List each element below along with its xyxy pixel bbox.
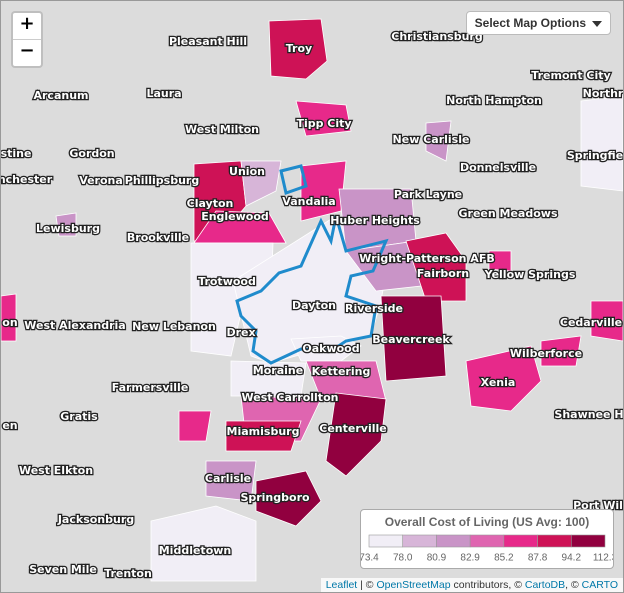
place-label: Farmersville [112,381,189,394]
place-label: Wright-Patterson AFB [359,252,494,265]
place-label: West Carrollton [242,391,339,404]
zoom-in[interactable]: + [19,13,35,34]
place-label: Moraine [253,364,303,377]
legend-break-label: 78.0 [393,553,413,564]
place-label: Jacksonburg [57,513,134,526]
place-label: Laura [146,87,181,100]
place-label: Gratis [60,410,98,423]
place-label: West Milton [185,123,259,136]
dayton-outline [235,164,389,365]
place-label: Trenton [104,567,152,580]
place-label: Middletown [159,544,232,557]
place-label: West Alexandria [24,319,125,332]
place-label: New Lebanon [132,320,216,333]
place-label: Clayton [187,197,234,210]
place-label: en [2,419,17,432]
map-options-button[interactable]: Select Map Options [465,11,611,35]
zoom-out[interactable]: − [13,39,41,66]
place-label: Brookville [127,231,189,244]
place-label: Phillipsburg [125,174,199,187]
legend-title: Overall Cost of Living (US Avg: 100) [384,515,590,529]
place-labels: Pleasant Hill Troy Christiansburg Tremon… [1,29,623,582]
attribution-text: contributors, © [450,579,525,591]
place-label: Arcanum [33,89,88,102]
place-label: Shawnee H [554,408,623,421]
legend-swatch [469,534,505,548]
legend-swatch [537,534,572,548]
legend-break-label: 82.9 [460,553,480,564]
place-label: Tremont City [531,69,610,82]
place-label: Dayton [292,299,336,312]
attribution-text: , © [565,579,582,591]
place-label: Springboro [240,491,310,504]
place-label: Riverside [345,302,403,315]
legend-break-label: 87.8 [528,553,548,564]
legend-swatch [436,534,471,548]
regions [1,18,623,582]
legend-swatch [570,534,606,548]
place-label: Seven Mile [29,563,97,576]
zoom-control: + − [11,11,43,68]
place-label: Northr [583,87,623,100]
place-label: Xenia [481,376,516,389]
place-label: Englewood [201,210,269,223]
place-label: West Elkton [19,464,93,477]
place-label: Yellow Springs [484,268,576,281]
place-label: Drex [226,326,255,339]
place-label: Pleasant Hill [169,35,247,48]
osm-link[interactable]: OpenStreetMap [376,579,451,591]
legend-break-label: 80.9 [427,553,447,564]
legend-break-label: 85.2 [494,553,514,564]
place-label: Carlisle [205,472,251,485]
place-label: Wilberforce [510,347,582,360]
legend-swatch [402,534,437,548]
place-label: Verona [79,174,123,187]
place-label: Union [229,165,265,178]
place-label: Springfie [567,149,623,162]
place-label: on [2,316,17,329]
place-label: Troy [286,42,312,55]
place-label: Beavercreek [372,333,450,346]
place-label: Park Layne [394,188,462,201]
place-label: Vandalia [282,195,335,208]
legend-scale: 73.4 78.0 80.9 82.9 85.2 87.8 94.2 112.3 [361,534,613,564]
place-label: Kettering [312,365,371,378]
place-label: Oakwood [302,342,359,355]
place-label: stine [1,147,31,160]
place-label: Cedarville [560,316,622,329]
attribution-text: | © [357,579,377,591]
leaflet-link[interactable]: Leaflet [325,579,358,591]
place-label: nchester [1,173,53,186]
legend: Overall Cost of Living (US Avg: 100) 73.… [360,509,614,569]
cartodb-link[interactable]: CartoDB [524,579,566,591]
carto-link[interactable]: CARTO [581,579,618,591]
legend-swatch [368,534,404,548]
place-label: Trotwood [198,275,256,288]
legend-break-label: 112.3 [593,553,613,564]
place-label: Donnelsville [460,161,536,174]
place-label: Green Meadows [458,207,557,220]
place-label: North Hampton [446,94,542,107]
place-label: Tipp City [296,117,351,130]
legend-break-label: 73.4 [361,553,379,564]
map-options-label: Select Map Options [474,16,586,30]
place-label: Huber Heights [330,214,420,227]
place-label: Christiansburg [391,30,482,43]
place-label: Miamisburg [227,425,300,438]
legend-break-label: 94.2 [562,553,582,564]
place-label: Centerville [319,422,386,435]
place-label: New Carlisle [393,133,470,146]
legend-swatch [503,534,538,548]
attribution: Leaflet | © OpenStreetMap contributors, … [320,578,623,592]
place-label: Fairborn [417,267,469,280]
place-label: Gordon [69,147,114,160]
place-label: Lewisburg [36,222,100,235]
